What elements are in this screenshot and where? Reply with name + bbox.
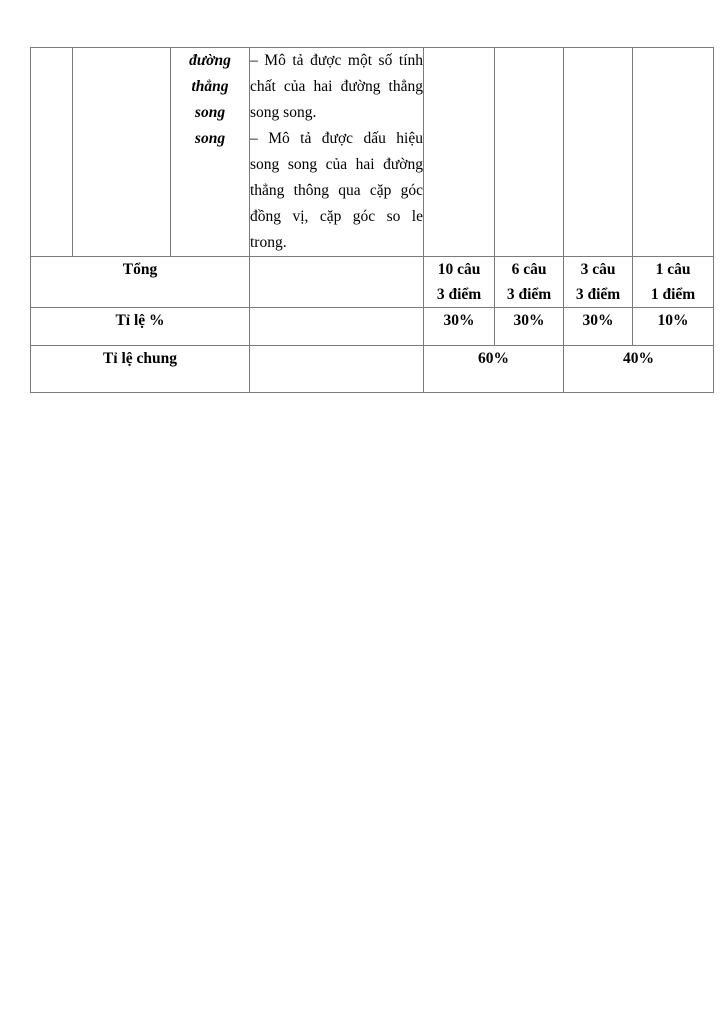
ratio-cell: 10%: [632, 307, 714, 346]
topic-word: song: [194, 130, 226, 147]
point-count: 1 điểm: [650, 286, 696, 303]
overall-ratio-cell: 60%: [423, 345, 564, 393]
point-count: 3 điểm: [436, 286, 482, 303]
content-row: đường thẳng song song – Mô tả được một s…: [30, 47, 714, 257]
empty-cell: [423, 47, 495, 257]
empty-cell: [632, 47, 714, 257]
empty-cell: [72, 47, 171, 257]
exam-matrix-table: đường thẳng song song – Mô tả được một s…: [30, 47, 714, 393]
question-count: 6 câu: [511, 261, 547, 278]
ratio-row: Tỉ lệ % 30% 30% 30% 10%: [30, 307, 714, 346]
topic-word: thẳng: [191, 78, 229, 95]
objective-item: – Mô tả được dấu hiệu song song của hai …: [250, 130, 423, 251]
total-label: Tổng: [30, 256, 250, 308]
empty-cell: [30, 47, 73, 257]
empty-cell: [249, 307, 424, 346]
point-count: 3 điểm: [506, 286, 552, 303]
empty-cell: [563, 47, 633, 257]
overall-ratio-label: Tỉ lệ chung: [30, 345, 250, 393]
ratio-cell: 30%: [494, 307, 564, 346]
empty-cell: [249, 345, 424, 393]
point-count: 3 điểm: [575, 286, 621, 303]
ratio-cell: 30%: [423, 307, 495, 346]
question-count: 10 câu: [437, 261, 481, 278]
total-row: Tổng 10 câu 3 điểm 6 câu 3 điểm 3 câu 3 …: [30, 256, 714, 308]
total-cell: 6 câu 3 điểm: [494, 256, 564, 308]
empty-cell: [249, 256, 424, 308]
topic-word: song: [194, 104, 226, 121]
question-count: 3 câu: [580, 261, 616, 278]
empty-cell: [494, 47, 564, 257]
total-cell: 1 câu 1 điểm: [632, 256, 714, 308]
ratio-cell: 30%: [563, 307, 633, 346]
topic-cell: đường thẳng song song: [170, 47, 250, 257]
objectives-cell: – Mô tả được một số tính chất của hai đư…: [249, 47, 424, 257]
overall-ratio-cell: 40%: [563, 345, 714, 393]
objective-item: – Mô tả được một số tính chất của hai đư…: [250, 52, 423, 121]
overall-ratio-row: Tỉ lệ chung 60% 40%: [30, 345, 714, 393]
total-cell: 3 câu 3 điểm: [563, 256, 633, 308]
question-count: 1 câu: [655, 261, 691, 278]
topic-word: đường: [189, 52, 231, 69]
ratio-label: Tỉ lệ %: [30, 307, 250, 346]
total-cell: 10 câu 3 điểm: [423, 256, 495, 308]
